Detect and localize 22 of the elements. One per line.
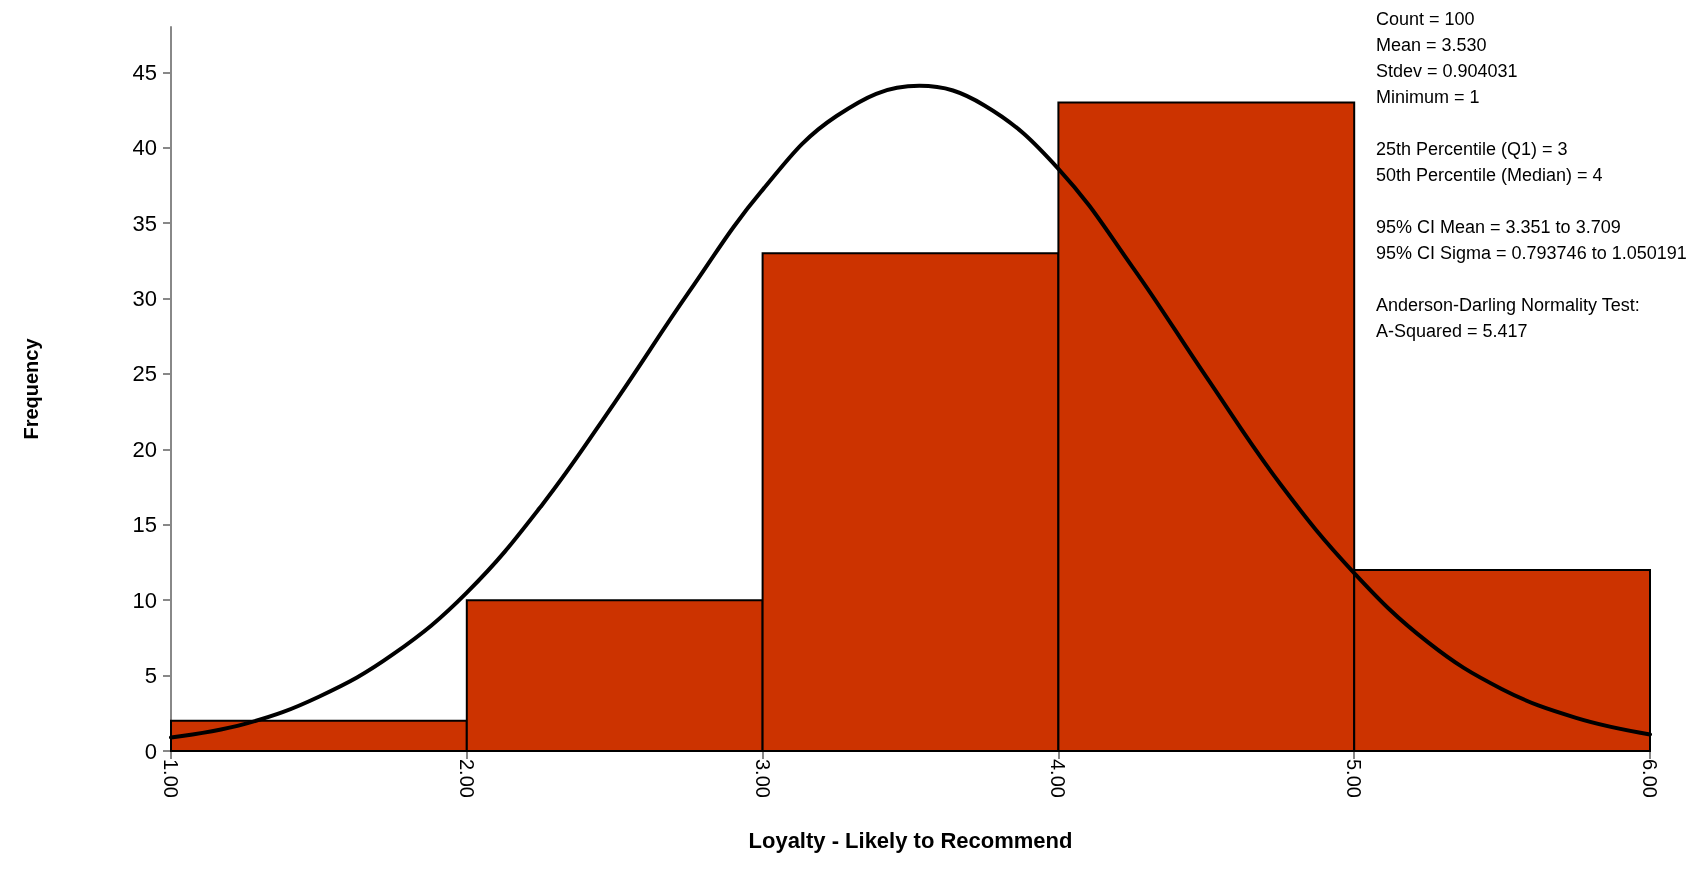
y-tick-label: 20 [132, 436, 157, 462]
annotation: 25th Percentile (Q1) = 3 50th Percentile (Median) = 4 [1376, 139, 1603, 185]
annotation: Count = 100 Mean = 3.530 Stdev = 0.904031 Minimum = 1 [1376, 9, 1518, 107]
x-tick-label: 3.00 [751, 759, 774, 798]
y-tick-label: 10 [132, 587, 157, 613]
annotation: Anderson-Darling Normality Test: A-Squared = 5.417 [1376, 295, 1640, 341]
annotation: 95% CI Mean = 3.351 to 3.709 95% CI Sigma = 0.793746 to 1.050191 [1376, 217, 1687, 263]
y-tick-label: 0 [144, 738, 157, 764]
y-axis-title: Frequency [20, 337, 42, 440]
x-tick-label: 5.00 [1343, 759, 1366, 798]
y-tick-label: 15 [132, 512, 157, 538]
x-tick-label: 2.00 [455, 759, 478, 798]
x-tick-label: 1.00 [160, 759, 182, 798]
y-tick-label: 40 [132, 135, 157, 161]
x-tick-label: 4.00 [1047, 759, 1070, 798]
x-axis-title: Loyalty - Likely to Recommend [748, 827, 1073, 853]
y-tick-label: 35 [132, 210, 157, 236]
y-tick-label: 45 [132, 59, 157, 85]
y-tick-label: 25 [132, 361, 157, 387]
x-tick-label: 6.00 [1639, 759, 1661, 798]
y-tick-label: 5 [144, 663, 157, 689]
y-tick-label: 30 [132, 286, 157, 311]
